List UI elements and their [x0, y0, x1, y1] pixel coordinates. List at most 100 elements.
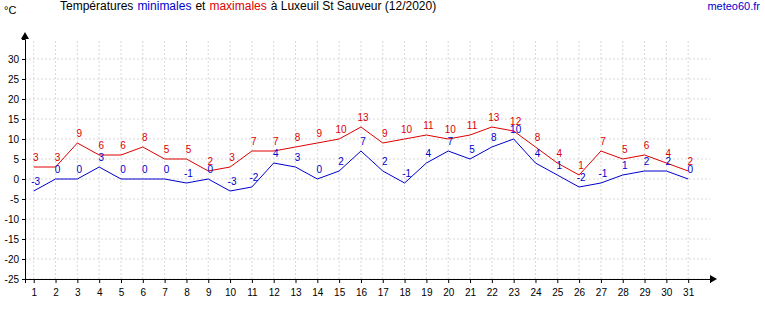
- grid-line-x: [448, 39, 449, 279]
- x-tick: 2: [53, 279, 59, 298]
- x-tick: 24: [530, 279, 542, 298]
- y-tick: 20: [8, 94, 25, 105]
- y-tick: -15: [5, 234, 25, 245]
- x-tick: 18: [400, 279, 412, 298]
- x-axis: 1234567891011121314151617181920212223242…: [26, 279, 711, 298]
- y-tick-mark: [22, 199, 25, 200]
- data-label: 9: [382, 128, 388, 139]
- x-tick: 28: [618, 279, 630, 298]
- x-tick-label: 8: [184, 287, 190, 298]
- y-tick: -25: [5, 274, 25, 285]
- data-label: 4: [426, 148, 432, 159]
- data-label: 8: [142, 132, 148, 143]
- source: meteo60.fr: [707, 0, 760, 12]
- grid-line-y: [25, 199, 710, 200]
- y-tick: -10: [5, 214, 25, 225]
- x-tick: 19: [421, 279, 433, 298]
- data-label: 2: [338, 156, 344, 167]
- y-tick-label: 25: [8, 74, 20, 85]
- x-tick-label: 21: [465, 287, 477, 298]
- x-tick: 27: [596, 279, 608, 298]
- x-tick-mark: [186, 279, 187, 283]
- grid-line-x: [404, 39, 405, 279]
- x-tick: 6: [141, 279, 147, 298]
- x-tick-label: 12: [269, 287, 281, 298]
- x-tick-mark: [623, 279, 624, 283]
- x-tick-label: 31: [683, 287, 695, 298]
- x-tick-mark: [34, 279, 35, 283]
- x-tick-mark: [535, 279, 536, 283]
- data-label: 0: [55, 164, 61, 175]
- grid-line-y: [25, 259, 710, 260]
- data-label: -1: [184, 168, 193, 179]
- data-label: 10: [445, 124, 457, 135]
- data-label: 5: [186, 144, 192, 155]
- x-tick: 7: [162, 279, 168, 298]
- x-tick-label: 29: [639, 287, 651, 298]
- data-label: 3: [33, 152, 39, 163]
- data-label: 8: [535, 132, 541, 143]
- x-tick-label: 3: [75, 287, 81, 298]
- grid-line-y: [25, 79, 710, 80]
- grid-line-y: [25, 239, 710, 240]
- data-label: 8: [295, 132, 301, 143]
- y-axis-line: [22, 40, 26, 280]
- x-tick-mark: [56, 279, 57, 283]
- x-tick-label: 4: [97, 287, 103, 298]
- y-tick: 30: [8, 54, 25, 65]
- x-tick: 22: [487, 279, 499, 298]
- x-tick-label: 6: [141, 287, 147, 298]
- data-label: 0: [77, 164, 83, 175]
- y-tick-label: -15: [5, 234, 20, 245]
- data-label: 6: [98, 140, 104, 151]
- x-tick-mark: [383, 279, 384, 283]
- title-part: à Luxeuil St Sauveur (12/2020): [271, 0, 436, 13]
- y-axis-arrow: [21, 32, 29, 39]
- x-tick-label: 15: [334, 287, 346, 298]
- x-tick-label: 24: [530, 287, 542, 298]
- data-label: 0: [164, 164, 170, 175]
- x-tick-mark: [688, 279, 689, 283]
- data-label: 10: [401, 124, 413, 135]
- y-tick-mark: [22, 179, 25, 180]
- y-tick-mark: [22, 259, 25, 260]
- x-tick-label: 23: [509, 287, 521, 298]
- x-tick-label: 25: [552, 287, 564, 298]
- data-label: 4: [666, 148, 672, 159]
- x-tick-label: 11: [247, 287, 258, 298]
- data-label: 0: [142, 164, 148, 175]
- y-axis: -25-20-15-10-5051015202530: [5, 40, 26, 285]
- data-label: 2: [207, 156, 213, 167]
- grid-line-y: [25, 139, 710, 140]
- y-tick: -5: [10, 194, 25, 205]
- y-tick: 5: [13, 154, 25, 165]
- x-tick: 10: [225, 279, 237, 298]
- x-tick-mark: [492, 279, 493, 283]
- x-tick-mark: [470, 279, 471, 283]
- x-tick-label: 14: [312, 287, 324, 298]
- grid: [25, 39, 710, 279]
- data-label: -2: [577, 172, 586, 183]
- y-tick-label: 10: [8, 134, 20, 145]
- x-tick-mark: [252, 279, 253, 283]
- y-tick-label: -20: [5, 254, 20, 265]
- y-tick-mark: [22, 219, 25, 220]
- data-label: 9: [77, 128, 83, 139]
- title-part: Températures: [60, 0, 133, 13]
- x-tick-mark: [361, 279, 362, 283]
- title-part: minimales: [137, 0, 191, 13]
- x-tick-label: 28: [618, 287, 630, 298]
- data-label: 1: [557, 160, 563, 171]
- y-tick-mark: [22, 59, 25, 60]
- x-tick: 30: [661, 279, 673, 298]
- x-tick: 23: [509, 279, 521, 298]
- data-label: 7: [360, 136, 366, 147]
- data-label: 13: [357, 112, 369, 123]
- x-tick-mark: [296, 279, 297, 283]
- x-tick-label: 20: [443, 287, 455, 298]
- x-tick-mark: [426, 279, 427, 283]
- grid-line-x: [251, 39, 252, 279]
- x-tick-label: 5: [119, 287, 125, 298]
- grid-line-y: [25, 159, 710, 160]
- data-label: 11: [467, 120, 478, 131]
